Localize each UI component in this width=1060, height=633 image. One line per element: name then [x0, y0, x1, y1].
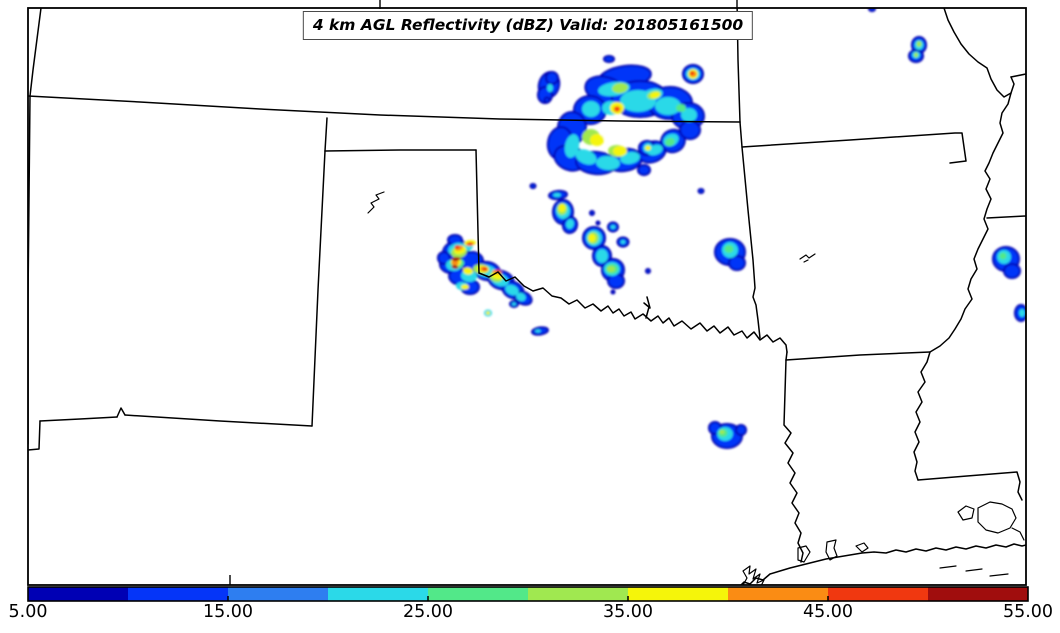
echo-ok-ar-border-cell	[714, 238, 746, 271]
colorbar-segment-40-45	[728, 587, 829, 601]
echo-tx-panhandle-outflow-dots	[484, 300, 549, 336]
lake-barrier-island-1	[939, 565, 957, 569]
echo-tx-panhandle-supercell	[437, 234, 533, 306]
lake-pontchartrain-outlet	[1011, 527, 1025, 541]
state-borders-layer	[28, 8, 1026, 585]
plot-title: 4 km AGL Reflectivity (dBZ) Valid: 20180…	[312, 16, 744, 34]
echo-central-oklahoma-cells	[529, 183, 705, 295]
colorbar-segment-30-35	[528, 587, 629, 601]
border-ky-branch	[1010, 73, 1026, 78]
border-ar-la-33n	[785, 351, 931, 361]
colorbar-segment-15-20	[228, 587, 329, 601]
lake-barrier-island-2	[965, 568, 983, 572]
echo-ne-texas-cell	[708, 421, 747, 449]
echo-kansas-ne-small-storm	[682, 64, 704, 84]
border-red-river	[478, 271, 788, 353]
border-lake-texoma-squiggle	[643, 296, 651, 319]
colorbar-segment-45-50	[828, 587, 929, 601]
border-la-ms-31n	[917, 471, 1023, 501]
colorbar-label-25: 25.00	[402, 602, 454, 622]
plot-title-box: 4 km AGL Reflectivity (dBZ) Valid: 20180…	[302, 11, 754, 41]
border-co-ut-109w	[29, 8, 42, 97]
border-tx-nm-32n	[124, 414, 313, 427]
lake-sabine-lake	[797, 545, 811, 563]
colorbar-label-15: 15.00	[202, 602, 254, 622]
border-ar-tx-corner	[785, 351, 788, 361]
border-nm-bootheel	[28, 420, 41, 451]
colorbar-segment-10-15	[128, 587, 229, 601]
border-ok-ar-border	[739, 121, 761, 339]
lake-galveston-bay	[742, 565, 765, 585]
lake-barrier-island-3	[989, 573, 1009, 577]
colorbar-label-5: 5.00	[8, 602, 48, 622]
colorbar-segment-5-10	[28, 587, 129, 601]
colorbar-label-35: 35.00	[602, 602, 654, 622]
colorbar-segment-35-40	[628, 587, 729, 601]
colorbar-segment-25-30	[428, 587, 529, 601]
lake-la-coastal-lake	[855, 542, 869, 553]
lake-ar-lake-mark-1	[799, 253, 816, 260]
lake-lake-maurepas	[957, 505, 975, 521]
lake-lake-pontchartrain	[977, 501, 1017, 534]
lakes-rivers-layer	[367, 191, 1025, 585]
border-tx-nm-103w	[311, 150, 326, 427]
lake-ar-lake-mark-2	[803, 259, 809, 263]
border-tx-ok-100w	[475, 149, 480, 274]
border-mississippi-river-main	[913, 92, 1012, 481]
border-mo-ar-36_5n-bootheel	[741, 132, 967, 164]
colorbar-segment-50-55	[928, 587, 1029, 601]
echo-missouri-cell	[868, 8, 927, 63]
border-tx-ok-36_5n	[324, 149, 477, 152]
border-tn-ms-35n	[986, 215, 1026, 219]
colorbar	[27, 586, 1029, 602]
border-ok-nm-103w	[324, 117, 328, 152]
colorbar-label-45: 45.00	[802, 602, 854, 622]
border-el-paso-notch	[116, 407, 126, 418]
border-tx-la-sabine	[783, 359, 804, 563]
map-frame	[27, 7, 1027, 586]
colorbar-label-55: 55.00	[1002, 602, 1054, 622]
colorbar-outline	[27, 586, 1029, 602]
echo-mississippi-cell	[992, 246, 1026, 322]
lake-calcasieu-lake	[825, 539, 838, 561]
border-co-ks-parallel-37n	[28, 95, 741, 123]
colorbar-segment-20-25	[328, 587, 429, 601]
echo-kansas-west-cell	[537, 71, 561, 104]
border-nm-mexico	[39, 416, 118, 422]
radar-echo-layer	[437, 8, 1026, 449]
lake-nm-lake-squiggle	[367, 191, 385, 214]
border-gulf-coast	[739, 543, 1026, 585]
